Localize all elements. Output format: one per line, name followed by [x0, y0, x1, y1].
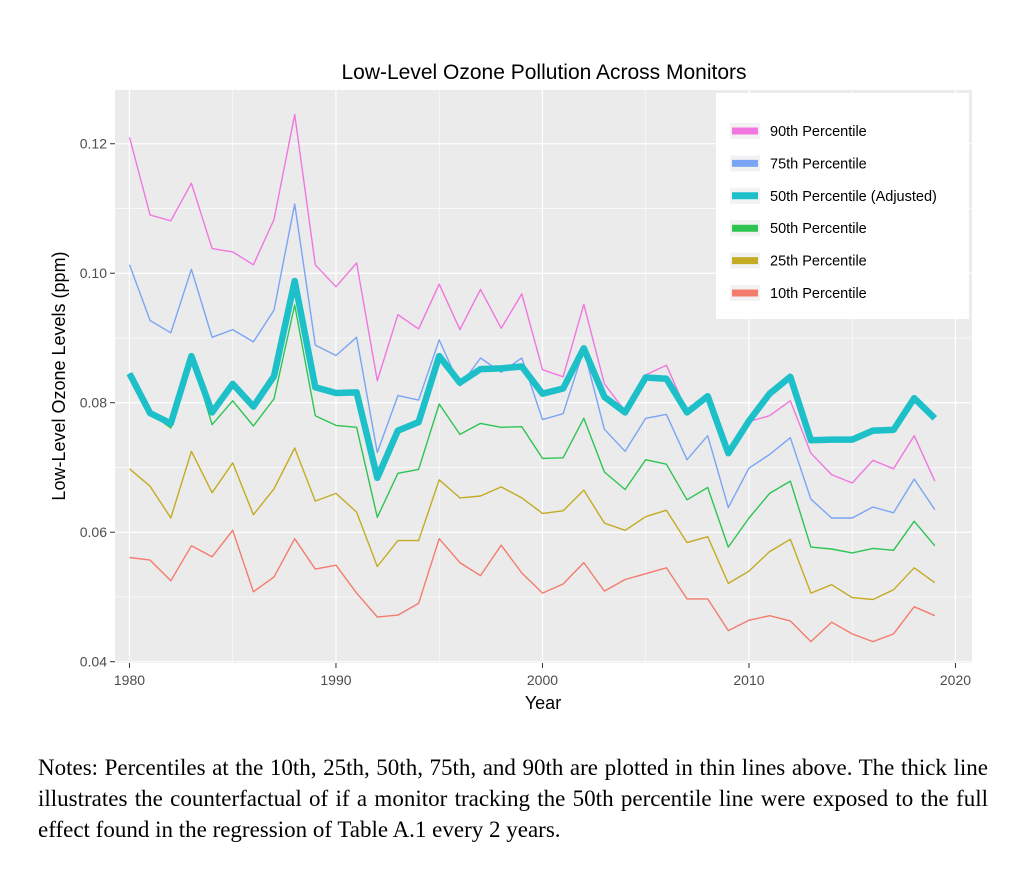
series-line-10th-percentile [129, 529, 936, 643]
x-tick-label: 1980 [114, 672, 145, 688]
series-line-90th-percentile [128, 113, 936, 484]
x-tick-label: 2020 [940, 672, 971, 688]
y-axis-title: Low-Level Ozone Levels (ppm) [49, 251, 69, 500]
x-tick-label: 1990 [320, 672, 351, 688]
legend-label: 50th Percentile (Adjusted) [770, 189, 937, 205]
series-line-25th-percentile [129, 447, 936, 601]
legend-label: 10th Percentile [770, 286, 867, 302]
legend-label: 25th Percentile [770, 254, 867, 270]
series-line-50th-percentile [128, 304, 936, 554]
series-lines [126, 113, 938, 643]
x-axis-title: Year [525, 693, 561, 713]
series-line-50th-percentile-adjusted [126, 277, 938, 482]
series-line-75th-percentile [128, 203, 936, 519]
y-tick-label: 0.04 [80, 654, 107, 670]
x-axis: 1980 1990 2000 2010 2020 [114, 663, 971, 688]
figure-notes: Notes: Percentiles at the 10th, 25th, 50… [38, 755, 988, 842]
y-tick-label: 0.08 [80, 395, 107, 411]
chart-title: Low-Level Ozone Pollution Across Monitor… [341, 61, 746, 84]
y-axis: 0.04 0.06 0.08 0.10 0.12 [80, 136, 115, 670]
legend: 90th Percentile 75th Percentile 50th Perce… [716, 93, 969, 319]
x-tick-label: 2010 [733, 672, 764, 688]
legend-label: 90th Percentile [770, 124, 867, 140]
x-tick-label: 2000 [527, 672, 558, 688]
y-tick-label: 0.12 [80, 136, 107, 152]
legend-label: 50th Percentile [770, 221, 867, 237]
y-tick-label: 0.10 [80, 265, 107, 281]
y-tick-label: 0.06 [80, 524, 107, 540]
line-chart: Low-Level Ozone Pollution Across Monitor… [49, 61, 972, 713]
legend-label: 75th Percentile [770, 156, 867, 172]
